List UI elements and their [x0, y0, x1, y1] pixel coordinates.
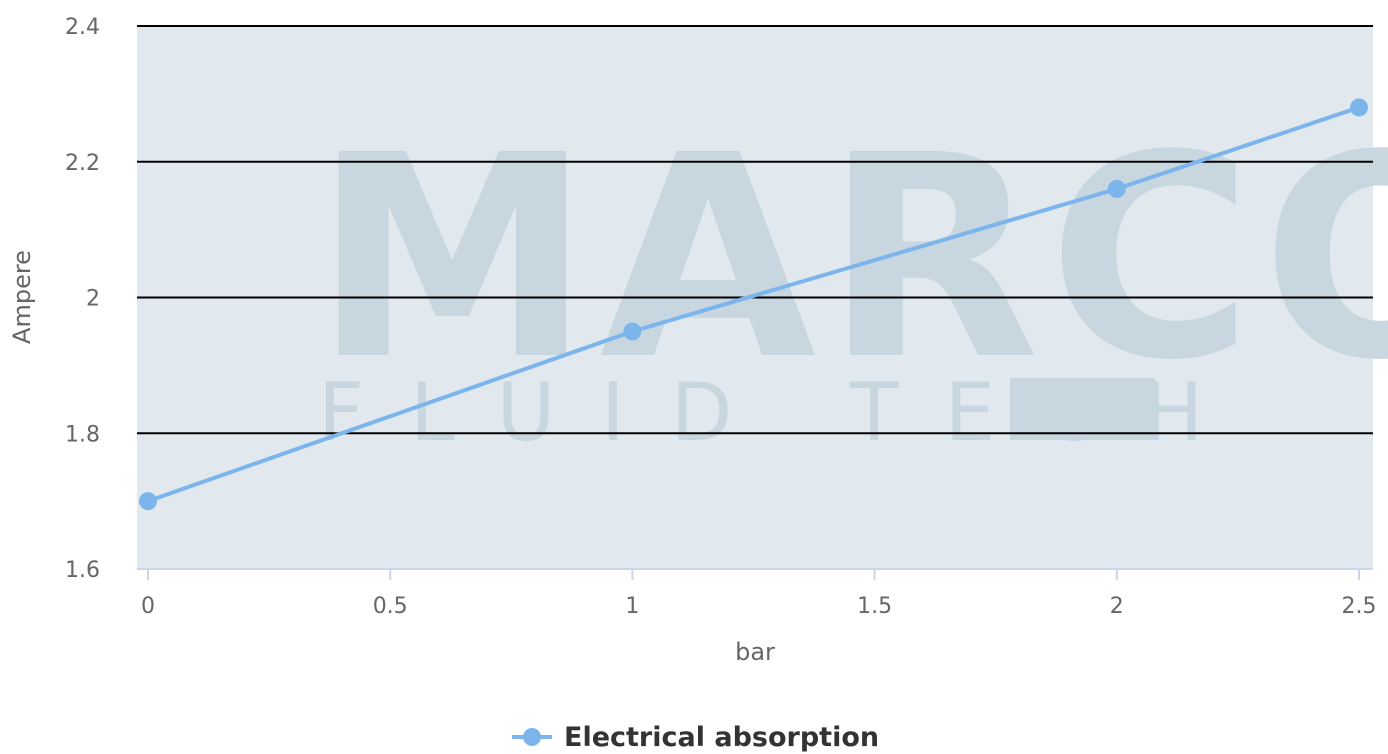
x-tick-label: 2.5	[1342, 594, 1377, 619]
legend-item-electrical-absorption[interactable]: Electrical absorption	[564, 722, 879, 753]
y-gridlines	[137, 25, 1373, 435]
legend-marker-symbol	[523, 728, 541, 746]
data-point[interactable]	[623, 322, 642, 341]
y-tick-label: 2	[86, 287, 100, 312]
y-tick-label: 1.8	[65, 422, 100, 447]
data-point[interactable]	[139, 492, 157, 511]
y-axis-title: Ampere	[8, 250, 36, 344]
y-tick-label: 2.4	[65, 15, 100, 40]
x-axis-ticks: 0 0.5 1 1.5 2 2.5	[141, 569, 1377, 619]
data-point[interactable]	[1107, 179, 1126, 198]
legend[interactable]: Electrical absorption	[512, 722, 879, 753]
data-point[interactable]	[1350, 98, 1368, 117]
watermark-brand: MARCO	[313, 96, 1388, 422]
x-tick-label: 1.5	[857, 594, 892, 619]
watermark: MARCO FLUID TECH ®	[313, 96, 1388, 459]
x-tick-label: 2	[1110, 594, 1124, 619]
x-axis-title: bar	[735, 638, 775, 666]
x-tick-label: 0	[141, 594, 155, 619]
series-line	[146, 105, 1361, 504]
watermark-registered-mark: ®	[1162, 314, 1202, 360]
y-axis-ticks: 1.6 1.8 2 2.2 2.4	[65, 15, 100, 583]
watermark-bar	[1010, 378, 1155, 440]
x-tick-label: 0.5	[373, 594, 408, 619]
y-tick-label: 1.6	[65, 558, 100, 583]
x-tick-label: 1	[625, 594, 639, 619]
y-tick-label: 2.2	[65, 151, 100, 176]
series-electrical-absorption	[139, 98, 1368, 511]
